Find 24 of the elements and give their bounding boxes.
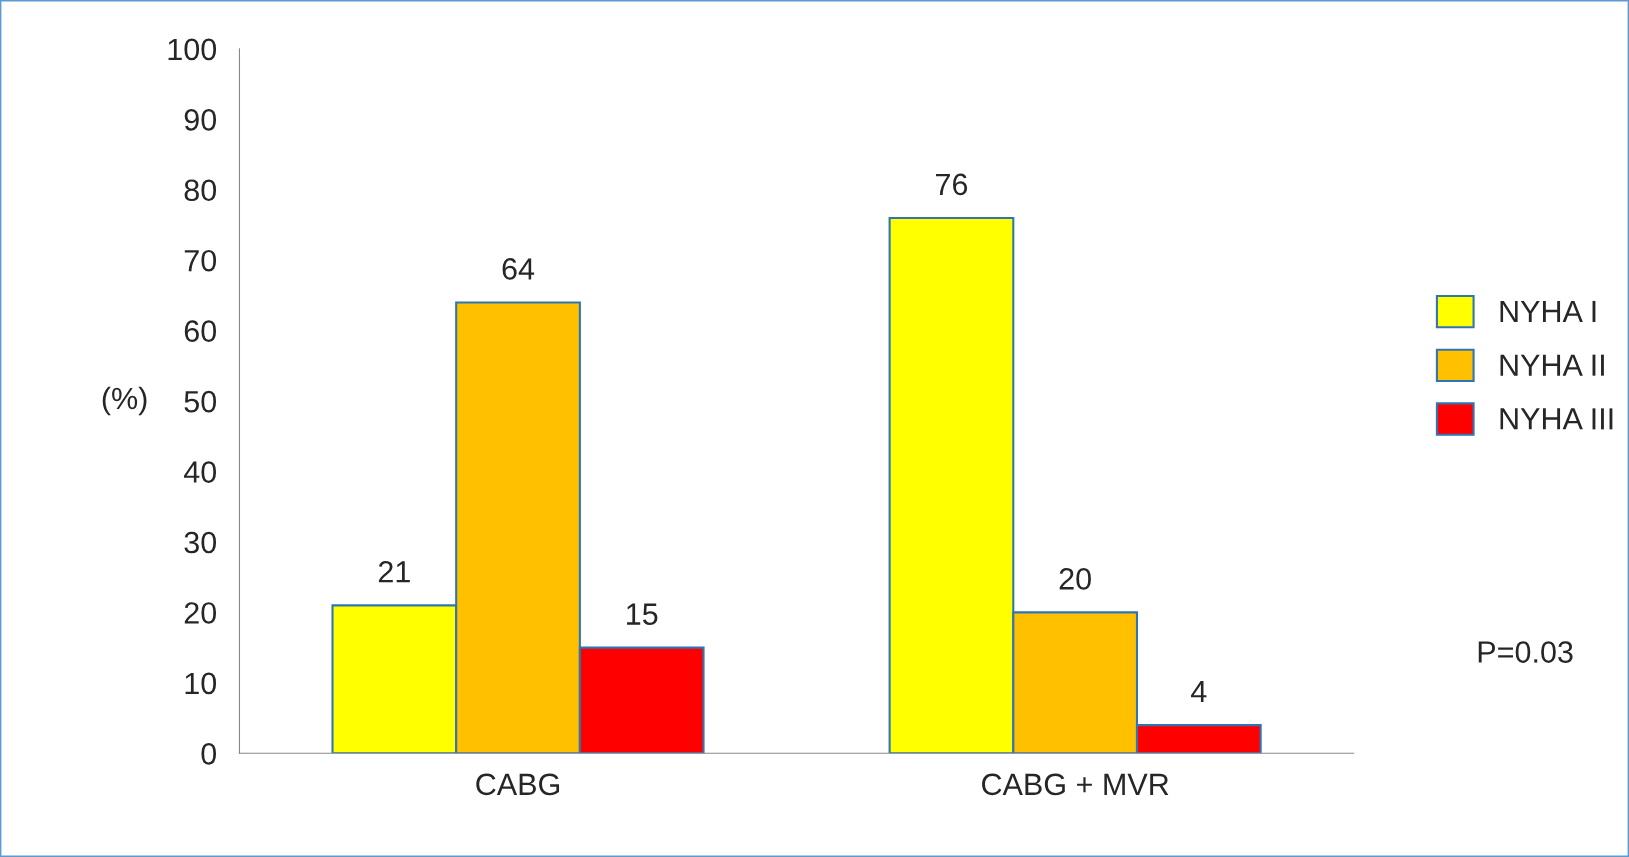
y-tick-label: 60 (184, 320, 217, 342)
y-tick-label: 20 (184, 602, 217, 624)
data-label: 15 (627, 603, 658, 625)
y-tick-label: 0 (201, 743, 217, 765)
y-tick-label: 30 (184, 531, 217, 554)
data-label: 64 (502, 258, 535, 280)
y-tick-label: 40 (183, 461, 217, 483)
data-label: 76 (936, 173, 968, 196)
y-tick-label: 100 (168, 38, 217, 61)
y-tick-label: 10 (185, 672, 217, 695)
y-tick-label: 80 (184, 179, 217, 202)
legend-label: NYHA II (1500, 354, 1604, 376)
x-tick-label: CABG + MVR (982, 773, 1169, 796)
legend-label: NYHA I (1500, 300, 1596, 322)
x-tick-label: CABG (476, 773, 560, 796)
y-axis-title: (%) (102, 386, 147, 416)
data-label: 20 (1059, 568, 1091, 590)
legend-label: NYHA III (1500, 408, 1613, 430)
data-label: 21 (378, 561, 410, 583)
text: P=0.03 (1478, 641, 1573, 663)
y-tick-label: 90 (184, 109, 217, 131)
y-tick-label: 70 (184, 249, 217, 272)
data-label: 4 (1191, 681, 1207, 703)
y-tick-label: 50 (184, 390, 217, 413)
